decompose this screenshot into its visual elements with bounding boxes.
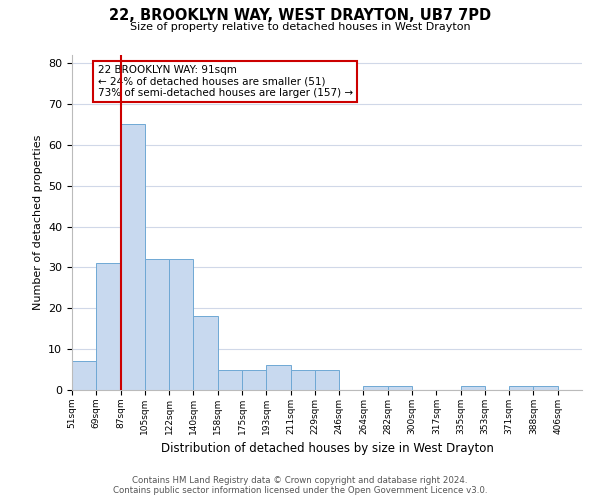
Bar bbox=[145, 260, 169, 390]
Bar bbox=[242, 370, 266, 390]
Bar bbox=[315, 370, 339, 390]
Bar bbox=[96, 264, 121, 390]
Text: Contains HM Land Registry data © Crown copyright and database right 2024.
Contai: Contains HM Land Registry data © Crown c… bbox=[113, 476, 487, 495]
Bar bbox=[72, 362, 96, 390]
Bar bbox=[121, 124, 145, 390]
Bar bbox=[388, 386, 412, 390]
Bar bbox=[193, 316, 218, 390]
Bar bbox=[533, 386, 558, 390]
Bar bbox=[266, 366, 290, 390]
Text: 22 BROOKLYN WAY: 91sqm
← 24% of detached houses are smaller (51)
73% of semi-det: 22 BROOKLYN WAY: 91sqm ← 24% of detached… bbox=[97, 65, 353, 98]
Y-axis label: Number of detached properties: Number of detached properties bbox=[32, 135, 43, 310]
Text: Size of property relative to detached houses in West Drayton: Size of property relative to detached ho… bbox=[130, 22, 470, 32]
Bar bbox=[461, 386, 485, 390]
Bar bbox=[509, 386, 533, 390]
Bar bbox=[290, 370, 315, 390]
Bar bbox=[169, 260, 193, 390]
Text: 22, BROOKLYN WAY, WEST DRAYTON, UB7 7PD: 22, BROOKLYN WAY, WEST DRAYTON, UB7 7PD bbox=[109, 8, 491, 22]
Bar bbox=[218, 370, 242, 390]
X-axis label: Distribution of detached houses by size in West Drayton: Distribution of detached houses by size … bbox=[161, 442, 493, 456]
Bar bbox=[364, 386, 388, 390]
